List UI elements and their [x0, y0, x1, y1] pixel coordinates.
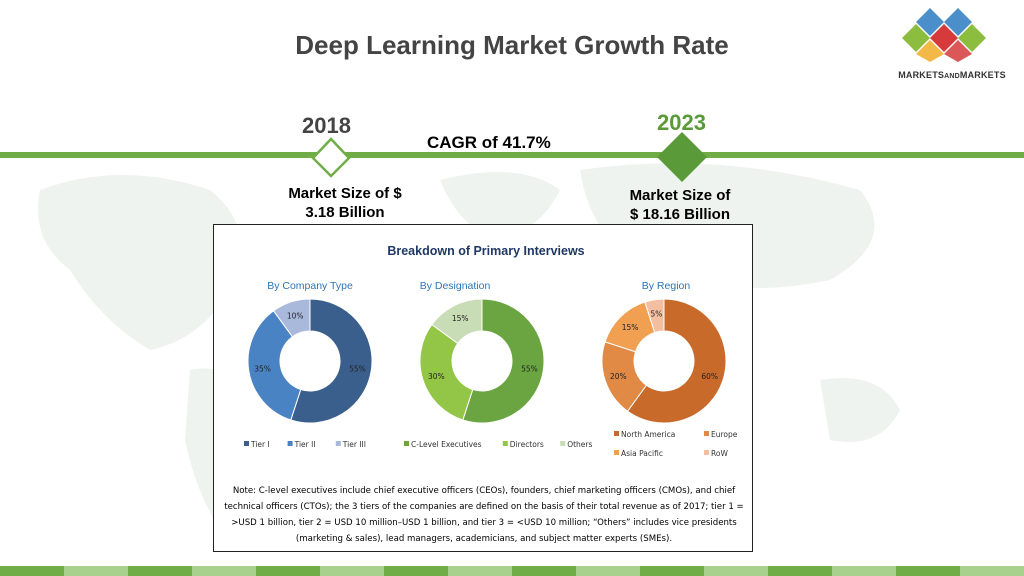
footer-strip-segment	[0, 566, 64, 576]
legend-swatch	[404, 441, 409, 446]
legend-label: C-Level Executives	[411, 440, 482, 449]
cagr-label: CAGR of 41.7%	[427, 133, 551, 152]
footer-strip-segment	[768, 566, 832, 576]
footer-strip-segment	[640, 566, 704, 576]
footer-strip-segment	[128, 566, 192, 576]
legend-swatch	[704, 431, 709, 436]
footer-strip-segment	[960, 566, 1024, 576]
footer-strip-segment	[64, 566, 128, 576]
start-market-size: Market Size of $ 3.18 Billion	[288, 185, 402, 221]
legend-label: RoW	[711, 449, 728, 458]
footer-strip	[0, 566, 1024, 576]
slice-label: 20%	[610, 372, 627, 381]
slice-label: 35%	[254, 365, 271, 374]
panel-title: Breakdown of Primary Interviews	[387, 244, 584, 258]
logo-wordmark: MARKETSANDMARKETS	[898, 70, 1006, 80]
legend-swatch	[614, 450, 619, 455]
legend-label: North America	[621, 430, 675, 439]
slice-label: 15%	[622, 323, 639, 332]
slice-label: 5%	[651, 310, 663, 319]
logo-diamonds-icon	[902, 8, 986, 62]
slice-label: 55%	[349, 365, 366, 374]
footer-strip-segment	[576, 566, 640, 576]
end-year: 2023	[657, 110, 706, 135]
slice-label: 60%	[701, 372, 718, 381]
legend-swatch	[335, 441, 341, 446]
legend-label: Others	[567, 440, 592, 449]
legend-label: Tier II	[294, 440, 316, 449]
start-diamond-marker	[311, 137, 351, 178]
legend-label: Europe	[711, 430, 738, 439]
footer-strip-segment	[448, 566, 512, 576]
donut-slice	[626, 298, 727, 424]
chart-title: By Designation	[420, 280, 491, 292]
panel-note: Note: C-level executives include chief e…	[224, 486, 744, 544]
timeline-bar	[0, 152, 1024, 158]
legend-label: Directors	[510, 440, 544, 449]
donut-slice	[419, 323, 474, 421]
primary-interviews-panel: Breakdown of Primary Interviews By Compa…	[213, 224, 753, 552]
donut-slice	[462, 298, 545, 424]
donut-slice	[247, 310, 302, 421]
footer-strip-segment	[256, 566, 320, 576]
slice-label: 55%	[521, 365, 538, 374]
start-year: 2018	[302, 113, 351, 138]
legend-swatch	[560, 441, 566, 446]
footer-strip-segment	[832, 566, 896, 576]
slice-label: 30%	[428, 372, 445, 381]
footer-strip-segment	[384, 566, 448, 576]
footer-strip-segment	[896, 566, 960, 576]
donut-slice	[644, 298, 665, 334]
end-diamond-marker	[657, 132, 707, 182]
legend-label: Tier I	[250, 440, 270, 449]
legend-swatch	[704, 450, 709, 455]
markets-and-markets-logo: MARKETSANDMARKETS	[880, 0, 1024, 96]
chart-title: By Region	[642, 280, 691, 292]
end-market-size: Market Size of $ 18.16 Billion	[629, 187, 731, 223]
legend-label: Asia Pacific	[621, 449, 663, 458]
legend-swatch	[287, 441, 293, 446]
slide-title: Deep Learning Market Growth Rate	[295, 30, 729, 60]
legend-swatch	[614, 431, 619, 436]
legend-swatch	[244, 441, 249, 446]
slice-label: 15%	[452, 314, 469, 323]
legend-label: Tier III	[342, 440, 366, 449]
footer-strip-segment	[512, 566, 576, 576]
donut-slice	[272, 298, 311, 338]
donut-charts-svg: Breakdown of Primary Interviews By Compa…	[244, 244, 738, 458]
legend-swatch	[502, 441, 508, 446]
footer-strip-segment	[192, 566, 256, 576]
footer-strip-segment	[320, 566, 384, 576]
chart-title: By Company Type	[267, 280, 353, 292]
footer-strip-segment	[704, 566, 768, 576]
slice-label: 10%	[287, 311, 304, 320]
donut-slice	[290, 298, 373, 424]
donut-slice	[431, 298, 483, 345]
